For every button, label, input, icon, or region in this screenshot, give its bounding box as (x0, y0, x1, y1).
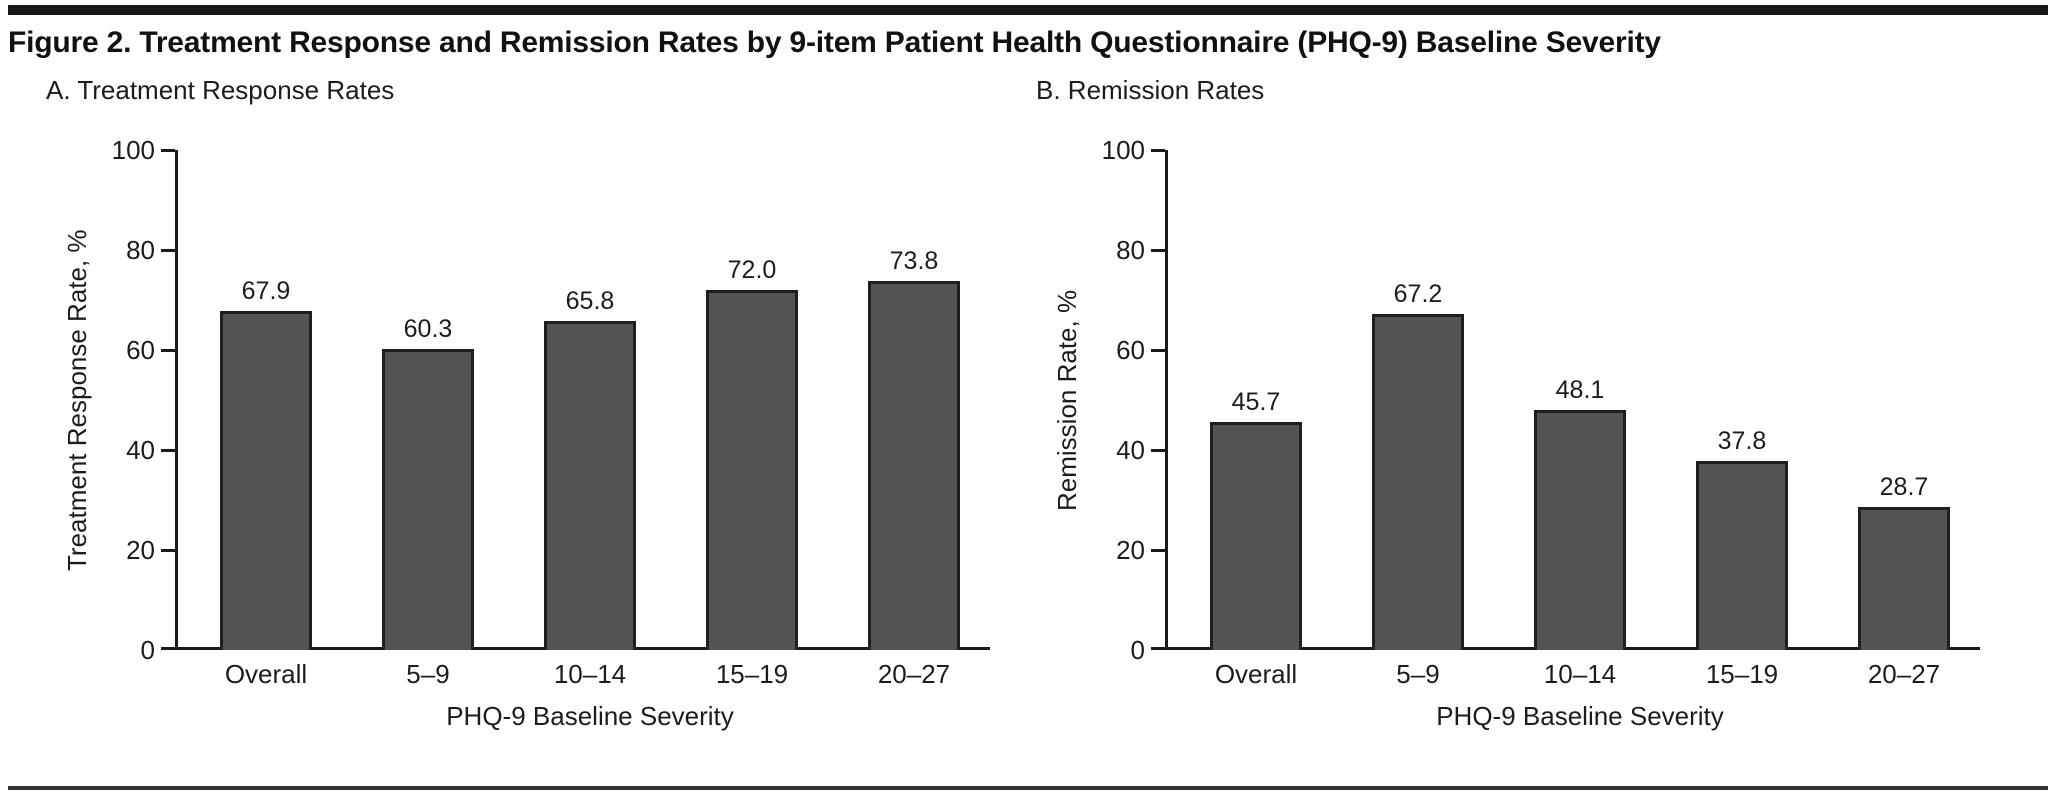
bar-value-label: 67.9 (241, 276, 291, 305)
y-axis-tick-label: 0 (140, 635, 155, 665)
panel-a-y-axis-label: Treatment Response Rate, % (62, 229, 92, 571)
y-axis-tick-label: 40 (1116, 435, 1145, 465)
bar-group: 65.8 (544, 287, 636, 650)
y-axis-tick-label: 40 (126, 435, 155, 465)
bar (544, 321, 636, 650)
x-category-label: 15–19 (1705, 659, 1779, 689)
y-axis-tick (1151, 448, 1165, 452)
bar-value-label: 73.8 (889, 247, 939, 275)
x-category-label: Overall (224, 659, 308, 689)
bar-value-label: 45.7 (1231, 387, 1281, 416)
bar-value-label: 72.0 (727, 256, 777, 284)
y-axis-tick (161, 348, 175, 352)
bar (706, 290, 798, 650)
bar-group: 37.8 (1696, 427, 1788, 650)
y-axis-tick-label: 80 (126, 235, 155, 265)
bar (1534, 409, 1626, 650)
y-axis-tick (161, 548, 175, 552)
bar (1858, 506, 1950, 650)
y-axis-tick (1151, 348, 1165, 352)
panel-b-bars: 45.7 67.2 48.1 37.8 28.7 (1168, 150, 1980, 650)
y-axis-tick-label: 60 (126, 335, 155, 365)
bar-group: 73.8 (868, 247, 960, 650)
panel-a-x-category-labels: Overall 5–9 10–14 15–19 20–27 (220, 659, 960, 690)
y-axis-tick-label: 100 (111, 135, 155, 165)
x-category-label: 10–14 (1543, 659, 1617, 689)
y-axis-tick-label: 20 (126, 535, 155, 565)
bar-group: 45.7 (1210, 387, 1302, 650)
bottom-divider-rule (8, 786, 2048, 790)
remission-chart: B. Remission Rates Remission Rate, % 0 20… (1000, 75, 2010, 755)
y-axis-tick (1151, 148, 1165, 152)
figure-title: Figure 2. Treatment Response and Remissi… (8, 26, 1661, 59)
x-category-label: 10–14 (553, 659, 627, 689)
bar (382, 348, 474, 650)
bar-group: 60.3 (382, 314, 474, 650)
y-axis-tick-label: 100 (1101, 135, 1145, 165)
y-axis-tick-label: 0 (1130, 635, 1145, 665)
panel-a-label: A. Treatment Response Rates (46, 75, 395, 105)
panel-b-y-axis-label: Remission Rate, % (1052, 289, 1082, 511)
top-divider-rule (8, 5, 2048, 15)
bar-value-label: 48.1 (1555, 375, 1605, 404)
bar (868, 281, 960, 650)
panel-a-plot-area (175, 150, 993, 650)
bar-value-label: 67.2 (1393, 280, 1443, 308)
x-category-label: 5–9 (1396, 659, 1440, 689)
y-axis-tick-label: 80 (1116, 235, 1145, 265)
bar (220, 310, 312, 650)
panel-b-x-axis-label: PHQ-9 Baseline Severity (1436, 701, 1724, 731)
x-category-label: 20–27 (1867, 659, 1941, 689)
bar (1696, 461, 1788, 650)
y-axis-tick (161, 448, 175, 452)
panel-b-x-category-labels: Overall 5–9 10–14 15–19 20–27 (1210, 659, 1950, 690)
y-axis-tick-label: 20 (1116, 535, 1145, 565)
bar-group: 67.2 (1372, 280, 1464, 650)
x-category-label: 5–9 (406, 659, 450, 689)
bar-value-label: 28.7 (1879, 472, 1929, 501)
bar-value-label: 60.3 (403, 314, 453, 343)
bar (1210, 421, 1302, 650)
panel-a-bars: 67.9 60.3 65.8 72.0 73.8 (178, 150, 990, 650)
panel-b-plot-area (1165, 150, 1983, 650)
x-category-label: 20–27 (877, 659, 951, 689)
bar-group: 28.7 (1858, 472, 1950, 650)
panel-a-x-axis-label: PHQ-9 Baseline Severity (446, 701, 734, 731)
bar (1372, 314, 1464, 650)
panel-b-label: B. Remission Rates (1036, 75, 1265, 105)
bar-group: 72.0 (706, 256, 798, 650)
x-category-label: Overall (1214, 659, 1298, 689)
y-axis-tick (161, 248, 175, 252)
bar-group: 67.9 (220, 276, 312, 650)
y-axis-tick (161, 148, 175, 152)
y-axis-tick (1151, 548, 1165, 552)
y-axis-tick (1151, 248, 1165, 252)
bar-value-label: 37.8 (1717, 427, 1767, 455)
y-axis-tick-label: 60 (1116, 335, 1145, 365)
treatment-response-chart: A. Treatment Response Rates Treatment Re… (10, 75, 1020, 755)
bar-group: 48.1 (1534, 375, 1626, 650)
x-category-label: 15–19 (715, 659, 789, 689)
bar-value-label: 65.8 (565, 287, 615, 315)
